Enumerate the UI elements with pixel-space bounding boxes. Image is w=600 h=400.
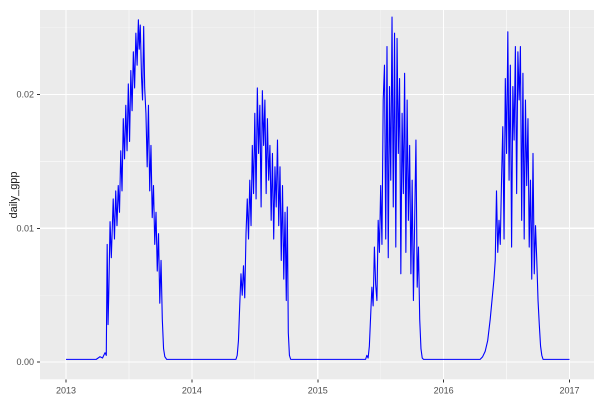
y-tick-label: 0.01 [16,223,34,233]
x-tick-label: 2014 [182,385,202,395]
x-tick-label: 2017 [559,385,579,395]
gpp-line-series [66,16,570,360]
y-axis-title: daily_gpp [8,171,20,219]
x-tick-label: 2016 [434,385,454,395]
x-tick-label: 2015 [308,385,328,395]
x-tick-label: 2013 [56,385,76,395]
y-tick-label: 0.02 [16,90,34,100]
y-tick-label: 0.00 [16,357,34,367]
